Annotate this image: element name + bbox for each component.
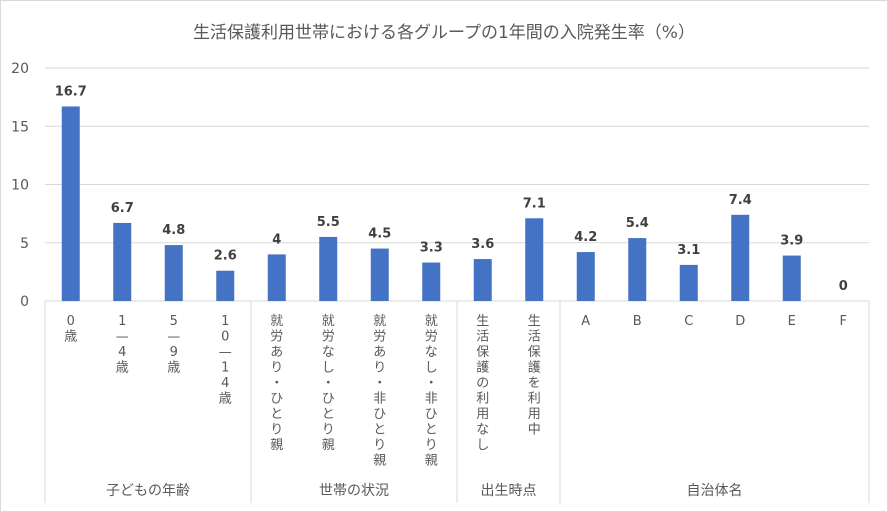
bar xyxy=(679,264,698,301)
bar xyxy=(319,236,338,301)
data-label: 0 xyxy=(839,279,848,294)
chart-title: 生活保護利用世帯における各グループの1年間の入院発生率（%） xyxy=(193,23,695,43)
bar xyxy=(576,252,595,301)
bar xyxy=(628,238,647,301)
data-label: 3.1 xyxy=(677,243,700,258)
group-label: 世帯の状況 xyxy=(319,483,389,499)
x-tick-label: 1 0—1 4 歳 xyxy=(219,314,232,407)
data-label: 4.8 xyxy=(162,223,185,238)
group-label: 子どもの年齢 xyxy=(106,483,190,499)
bar xyxy=(782,255,801,301)
x-tick-label: 就労あり・ひとり親 xyxy=(270,314,283,453)
data-labels: 16.7 6.7 4.8 2.6 4 5.5 4.5 3.3 3.6 7.1 4.2 5.4 3.1 7.… xyxy=(55,84,848,294)
bar xyxy=(731,214,750,301)
data-label: 4.5 xyxy=(368,227,391,242)
y-tick-label: 15 xyxy=(11,119,29,135)
data-label: 16.7 xyxy=(55,84,87,99)
bar xyxy=(525,218,544,301)
data-label: 4.2 xyxy=(574,230,597,245)
x-tick-label: B xyxy=(633,314,642,329)
x-tick-label: D xyxy=(735,314,745,329)
data-label: 3.3 xyxy=(420,241,443,256)
bar xyxy=(267,254,286,301)
data-label: 3.9 xyxy=(780,234,803,249)
data-label: 6.7 xyxy=(111,201,134,216)
bar xyxy=(370,248,389,301)
x-tick-label: 生活保護を利用中 xyxy=(528,314,541,438)
x-tick-label: F xyxy=(840,314,847,329)
x-tick-label: E xyxy=(788,314,796,329)
data-label: 5.5 xyxy=(317,215,340,230)
bar xyxy=(422,262,441,301)
x-tick-label: 就労なし・非ひとり親 xyxy=(425,314,438,469)
x-axis-ticks: 0 歳 1—4 歳 5—9 歳 1 0—1 4 歳 就労あり・ひとり親 就労なし・ひとり親 就労あり・非… xyxy=(64,314,847,469)
x-tick-label: 就労あり・非ひとり親 xyxy=(373,314,386,469)
x-tick-label: C xyxy=(684,314,693,329)
bars xyxy=(61,106,801,301)
x-tick-label: 1—4 歳 xyxy=(116,314,129,376)
bar xyxy=(113,222,132,301)
bar xyxy=(473,259,492,301)
y-tick-label: 10 xyxy=(11,178,29,194)
bar xyxy=(61,106,80,301)
y-tick-label: 20 xyxy=(11,61,29,77)
y-axis-ticks: 0 5 10 15 20 xyxy=(11,61,29,310)
group-label: 出生時点 xyxy=(481,483,537,499)
x-tick-label: 5—9 歳 xyxy=(167,314,180,376)
y-tick-label: 5 xyxy=(20,236,29,252)
bar xyxy=(216,270,235,301)
x-tick-label: A xyxy=(581,314,590,329)
bar xyxy=(164,245,183,301)
group-labels: 子どもの年齢 世帯の状況 出生時点 自治体名 xyxy=(44,301,870,503)
data-label: 2.6 xyxy=(214,249,237,264)
data-label: 5.4 xyxy=(626,216,649,231)
x-tick-label: 就労なし・ひとり親 xyxy=(322,314,335,453)
data-label: 7.4 xyxy=(729,193,752,208)
data-label: 4 xyxy=(272,232,281,247)
x-tick-label: 生活保護の利用なし xyxy=(476,314,489,453)
data-label: 7.1 xyxy=(523,196,546,211)
y-tick-label: 0 xyxy=(20,294,29,310)
group-label: 自治体名 xyxy=(687,483,743,499)
data-label: 3.6 xyxy=(471,237,494,252)
